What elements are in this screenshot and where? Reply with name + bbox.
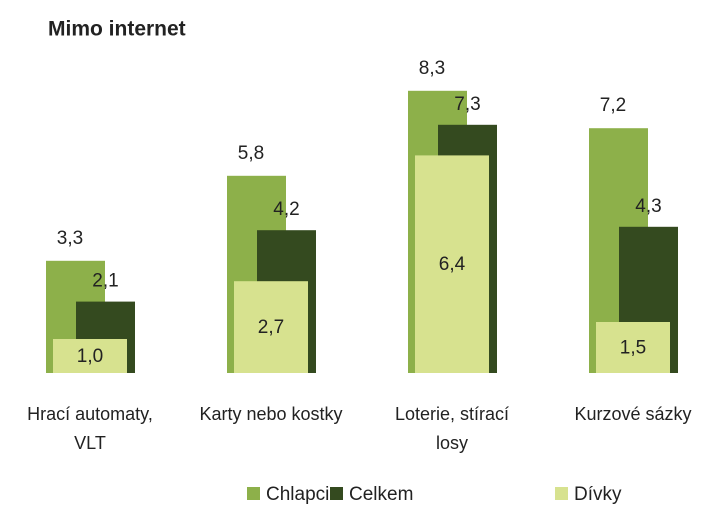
value-label: 7,2: [600, 95, 626, 116]
legend-swatch: [555, 487, 568, 500]
legend-label: Celkem: [349, 484, 413, 505]
legend-label: Chlapci: [266, 484, 329, 505]
value-label: 1,0: [77, 346, 103, 367]
value-label: 8,3: [419, 58, 445, 79]
x-tick-label: Hrací automaty, VLT: [27, 404, 153, 453]
value-label: 7,3: [454, 94, 480, 115]
bar: [234, 281, 308, 373]
bar: [596, 322, 670, 373]
value-label: 4,2: [273, 199, 299, 220]
value-label: 4,3: [635, 196, 661, 217]
legend-swatch: [247, 487, 260, 500]
legend-swatch: [330, 487, 343, 500]
x-tick-label: Karty nebo kostky: [199, 404, 343, 424]
value-label: 1,5: [620, 338, 646, 359]
value-label: 2,1: [92, 271, 118, 292]
legend-label: Dívky: [574, 484, 622, 505]
chart-title: Mimo internet: [48, 18, 186, 41]
value-label: 2,7: [258, 317, 284, 338]
x-tick-label: Kurzové sázky: [574, 404, 692, 424]
value-label: 3,3: [57, 228, 83, 249]
x-tick-label: Loterie, stírací losy: [394, 404, 510, 453]
value-label: 6,4: [439, 254, 466, 275]
bar: [53, 339, 127, 373]
bar: [415, 155, 489, 373]
value-label: 5,8: [238, 143, 264, 164]
